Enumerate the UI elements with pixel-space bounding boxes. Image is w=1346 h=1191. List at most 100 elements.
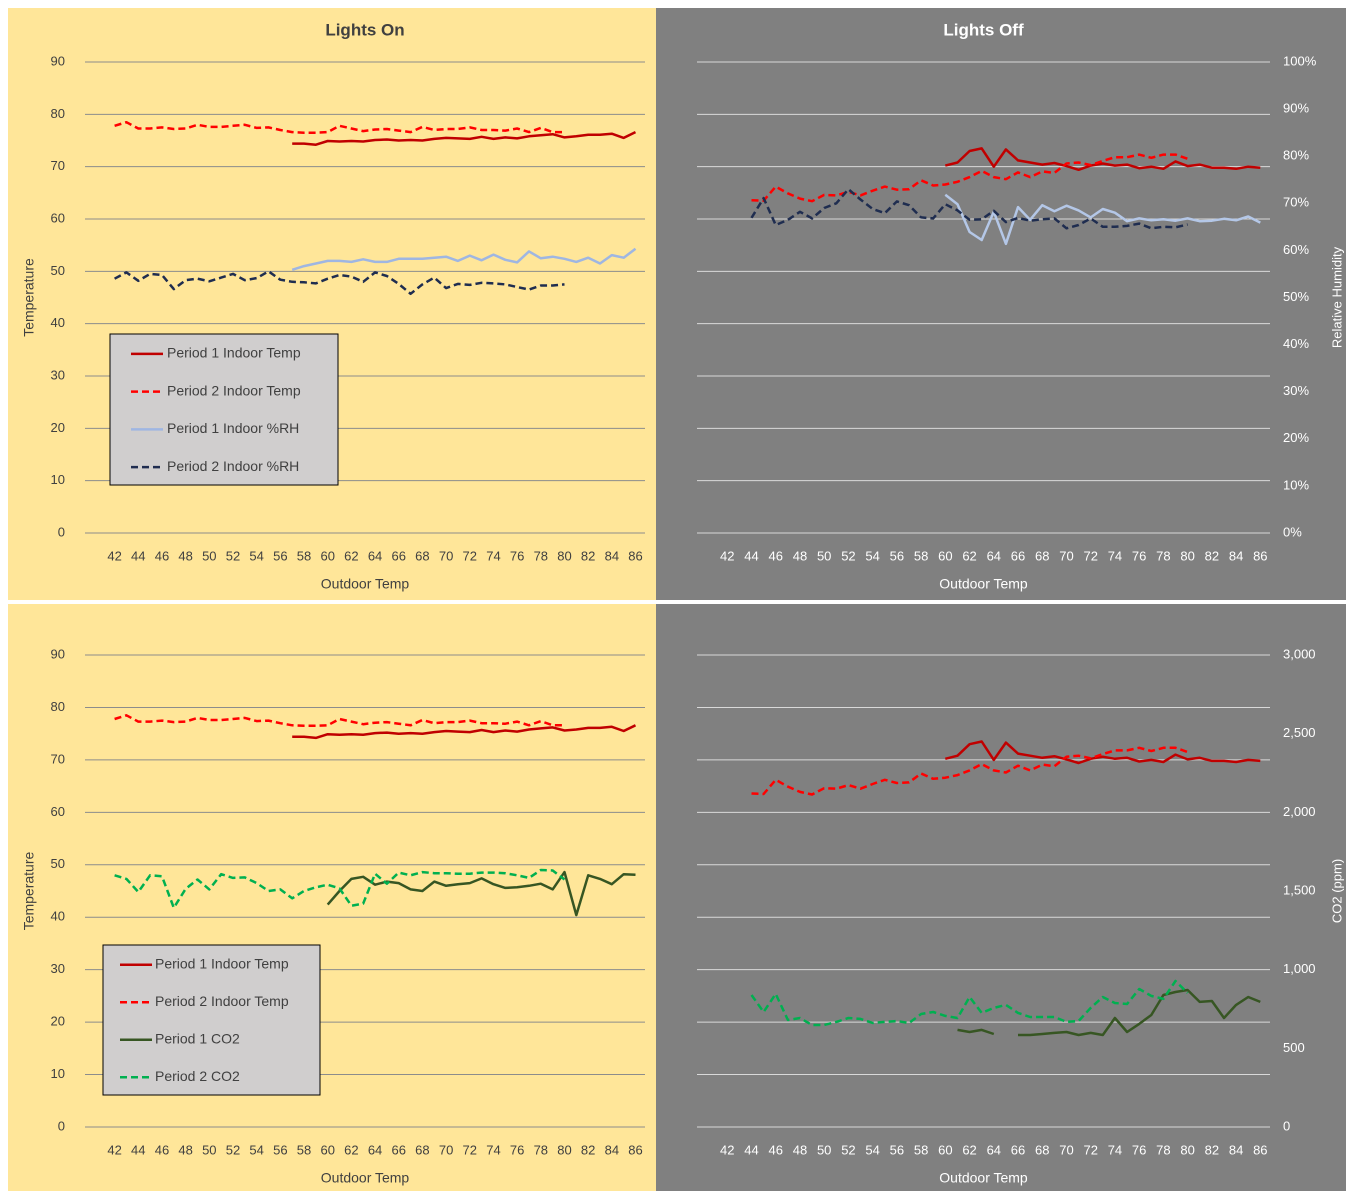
panel-background: [8, 604, 656, 1191]
x-tick-label: 56: [890, 1142, 904, 1157]
x-tick-label: 54: [249, 1142, 263, 1157]
x-tick-label: 52: [841, 548, 855, 563]
x-tick-label: 74: [486, 1142, 500, 1157]
y-tick-label: 80: [51, 106, 65, 121]
x-tick-label: 80: [1180, 1142, 1194, 1157]
y2-tick-label: 90%: [1283, 101, 1309, 116]
x-tick-label: 84: [1229, 1142, 1243, 1157]
x-tick-label: 66: [1011, 548, 1025, 563]
x-axis-title: Outdoor Temp: [321, 576, 410, 592]
x-tick-label: 68: [415, 548, 429, 563]
series-line: [751, 153, 1189, 203]
x-tick-label: 62: [344, 1142, 358, 1157]
x-tick-label: 80: [1180, 548, 1194, 563]
series-line: [750, 979, 1189, 1027]
x-tick-label: 66: [392, 1142, 406, 1157]
x-tick-label: 70: [1059, 548, 1073, 563]
x-tick-label: 52: [226, 1142, 240, 1157]
x-tick-label: 82: [581, 1142, 595, 1157]
x-tick-label: 70: [439, 1142, 453, 1157]
x-tick-label: 78: [1156, 1142, 1170, 1157]
x-tick-label: 54: [249, 548, 263, 563]
legend-box: [102, 944, 321, 1096]
x-tick-label: 76: [1132, 1142, 1146, 1157]
x-tick-label: 44: [744, 548, 758, 563]
x-tick-label: 78: [534, 548, 548, 563]
x-tick-label: 54: [865, 1142, 879, 1157]
y-tick-label: 30: [51, 367, 65, 382]
series-line: [292, 130, 637, 146]
y2-tick-label: 10%: [1283, 477, 1309, 492]
y2-axis-title: Relative Humidity: [1329, 246, 1344, 348]
x-tick-label: 48: [793, 1142, 807, 1157]
x-tick-label: 64: [368, 1142, 382, 1157]
x-tick-label: 52: [226, 548, 240, 563]
series-line: [114, 120, 565, 134]
y-tick-label: 40: [51, 909, 65, 924]
y-tick-label: 0: [58, 524, 65, 539]
series-line: [114, 714, 565, 728]
x-tick-label: 46: [155, 548, 169, 563]
legend-label: Period 1 Indoor Temp: [155, 955, 289, 971]
legend-label: Period 1 CO2: [155, 1030, 240, 1046]
x-tick-label: 42: [720, 548, 734, 563]
y2-tick-label: 1,000: [1283, 961, 1316, 976]
x-tick-label: 86: [628, 548, 642, 563]
x-tick-label: 72: [463, 1142, 477, 1157]
x-tick-label: 44: [744, 1142, 758, 1157]
y-tick-label: 70: [51, 158, 65, 173]
chart-panel: Lights Off 0% 10% 20% 30% 40% 50% 60% 70% 80% 90% 1…: [656, 8, 1346, 600]
series-line: [750, 187, 1188, 230]
y2-tick-label: 70%: [1283, 195, 1309, 210]
x-tick-label: 78: [1156, 548, 1170, 563]
chart-title: Lights Off: [943, 20, 1024, 39]
y2-tick-label: 0%: [1283, 524, 1302, 539]
x-tick-label: 48: [178, 548, 192, 563]
x-tick-label: 46: [155, 1142, 169, 1157]
y2-tick-label: 50%: [1283, 289, 1309, 304]
y2-tick-label: 3,000: [1283, 646, 1316, 661]
x-tick-label: 42: [107, 1142, 121, 1157]
y2-tick-label: 2,000: [1283, 804, 1316, 819]
x-tick-label: 64: [987, 548, 1001, 563]
legend-label: Period 1 Indoor %RH: [167, 420, 299, 436]
y-tick-label: 50: [51, 856, 65, 871]
y-tick-label: 20: [51, 420, 65, 435]
x-axis-title: Outdoor Temp: [939, 576, 1028, 592]
series-line: [292, 724, 637, 740]
x-tick-label: 56: [890, 548, 904, 563]
y-tick-label: 90: [51, 646, 65, 661]
series-line: [944, 740, 1261, 765]
x-tick-label: 56: [273, 1142, 287, 1157]
panel-background: [656, 604, 1346, 1191]
x-tick-label: 80: [557, 548, 571, 563]
x-tick-label: 48: [178, 1142, 192, 1157]
x-tick-label: 58: [297, 1142, 311, 1157]
y-tick-label: 40: [51, 315, 65, 330]
y-tick-label: 20: [51, 1014, 65, 1029]
x-tick-label: 60: [320, 1142, 334, 1157]
x-tick-label: 50: [202, 1142, 216, 1157]
chart-panel: 0 10 20 30 40 50 60 70 80 90 42 44 46 48 50 52 54 56 58 60 6…: [8, 604, 656, 1191]
x-tick-label: 68: [1035, 1142, 1049, 1157]
x-tick-label: 72: [1083, 1142, 1097, 1157]
x-tick-label: 62: [344, 548, 358, 563]
x-tick-label: 74: [1108, 1142, 1122, 1157]
y2-tick-label: 20%: [1283, 430, 1309, 445]
y-tick-label: 10: [51, 472, 65, 487]
x-tick-label: 66: [1011, 1142, 1025, 1157]
x-tick-label: 70: [439, 548, 453, 563]
x-tick-label: 64: [987, 1142, 1001, 1157]
chart-panel: Lights On 0 10 20 30 40 50 60 70 80 90 42 44 46 48 50 52…: [8, 8, 656, 600]
x-tick-label: 82: [1205, 548, 1219, 563]
x-tick-label: 68: [415, 1142, 429, 1157]
panel-background: [8, 8, 656, 600]
legend-label: Period 2 CO2: [155, 1068, 240, 1084]
x-axis-title: Outdoor Temp: [321, 1170, 410, 1186]
y-tick-label: 80: [51, 699, 65, 714]
x-tick-label: 62: [962, 548, 976, 563]
y2-tick-label: 0: [1283, 1118, 1290, 1133]
x-tick-label: 64: [368, 548, 382, 563]
series-line: [291, 247, 637, 271]
x-tick-label: 76: [510, 548, 524, 563]
